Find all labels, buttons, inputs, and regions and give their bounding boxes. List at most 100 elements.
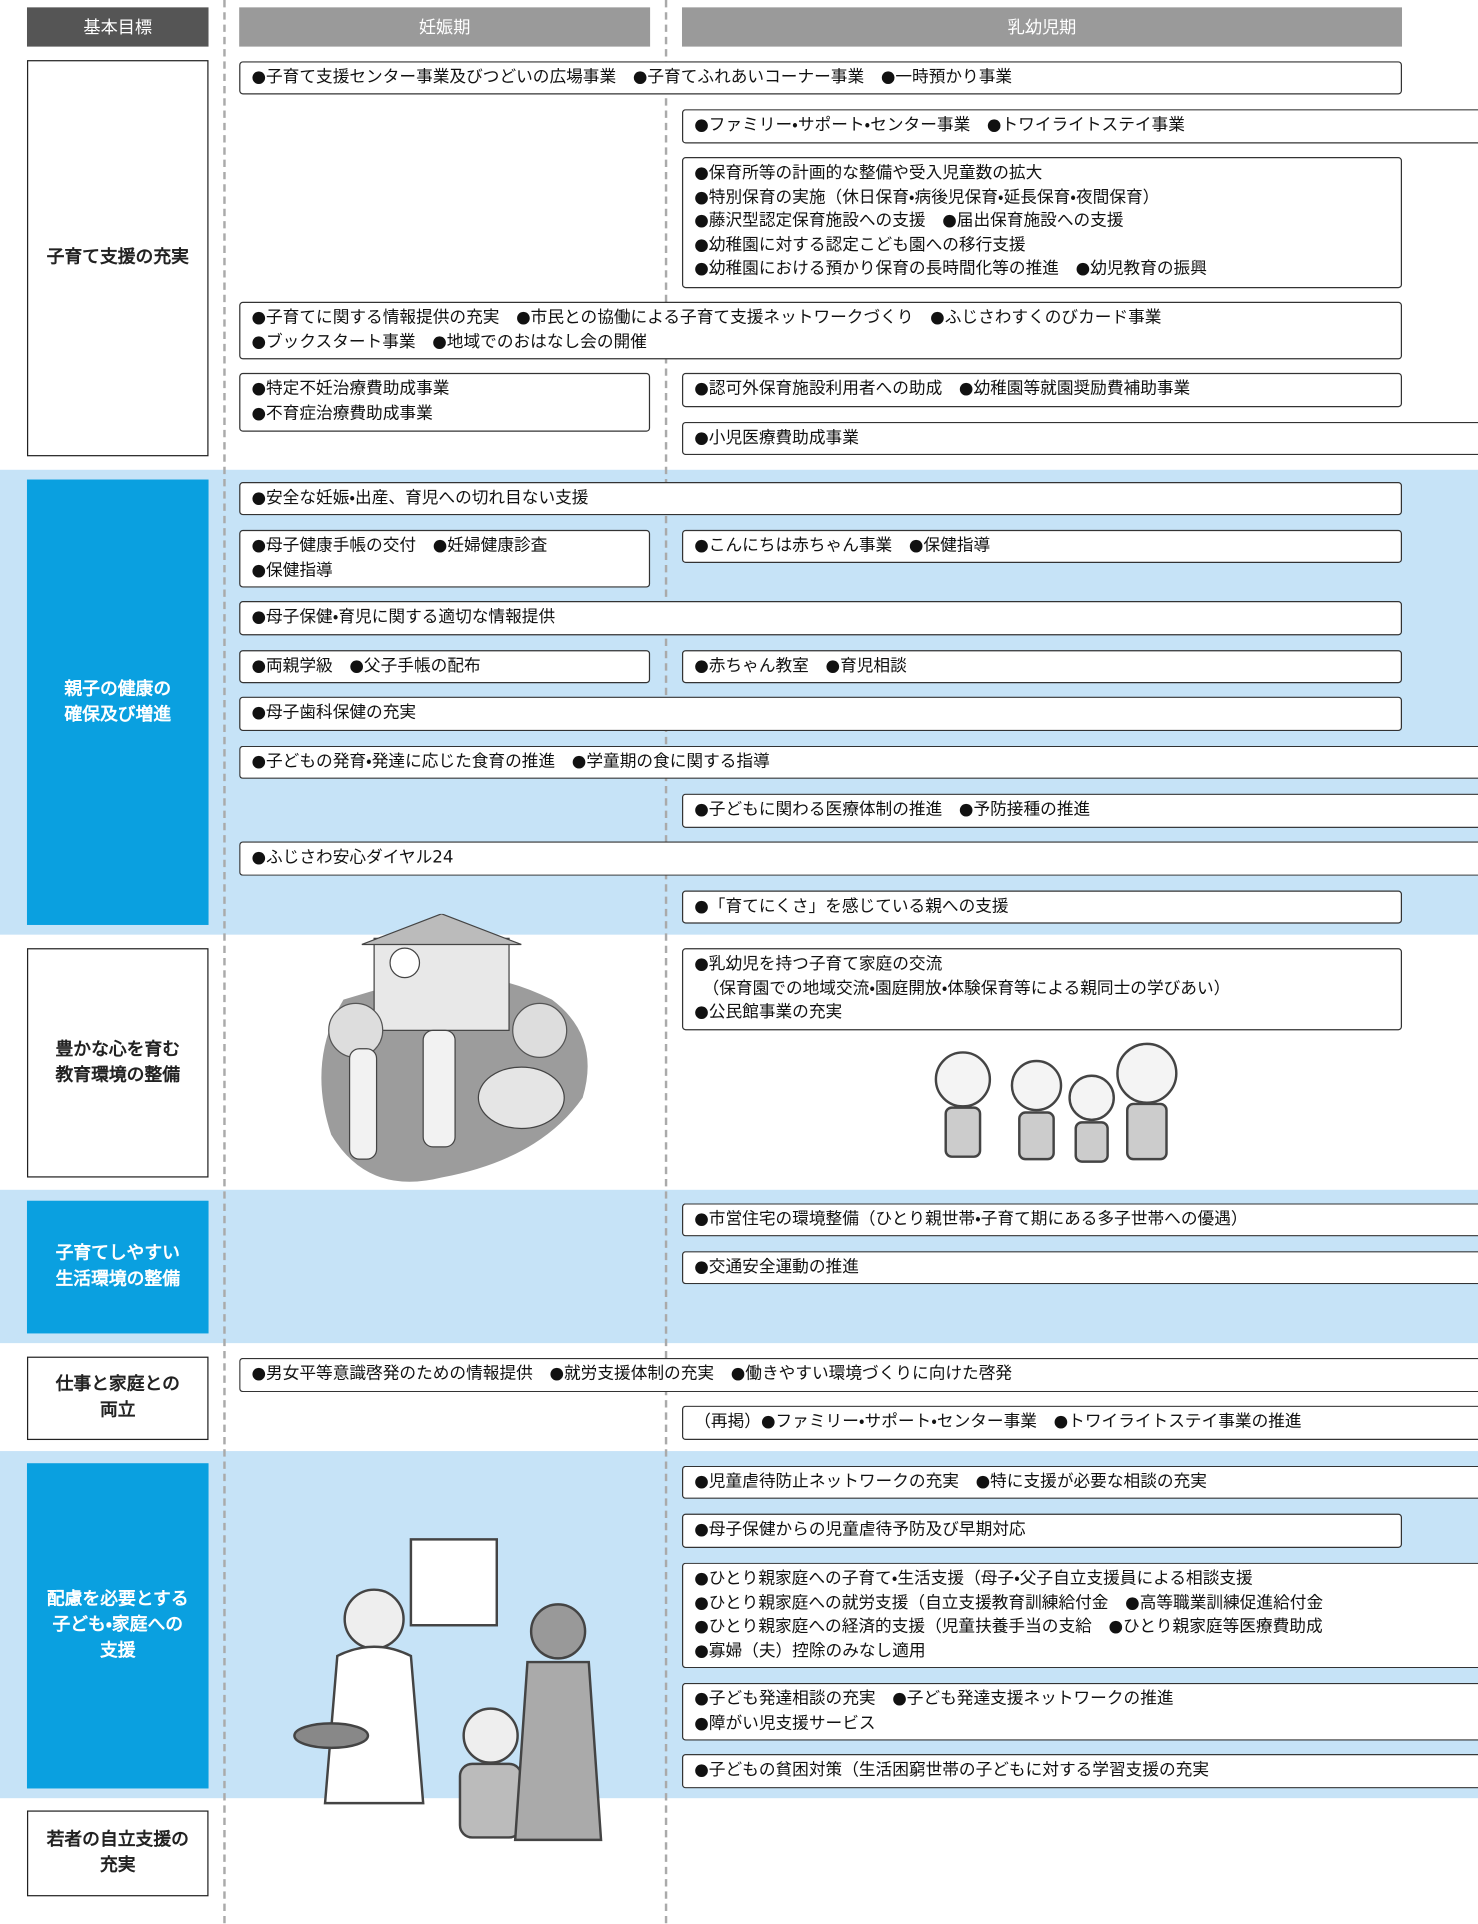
measure-text: ●母子保健・育児に関する適切な情報提供 <box>251 607 556 627</box>
measure-text: ●ひとり親家庭への就労支援（自立支援教育訓練給付金 ●高等職業訓練促進給付金 <box>694 1592 1324 1613</box>
goal-box: 親子の健康の 確保及び増進 <box>26 479 209 925</box>
measure-text: ●公民館事業の充実 <box>694 1002 843 1022</box>
measure-text: ●不育症治療費助成事業 <box>251 402 433 423</box>
goal-text: 充実 <box>99 1855 136 1876</box>
measure-text: ●子どもの発育・発達に応じた食育の推進 ●学童期の食に関する指導 <box>251 751 770 772</box>
measure-text: ●こんにちは赤ちゃん事業 ●保健指導 <box>694 536 991 556</box>
illustration-clinic <box>293 1538 603 1842</box>
measure-text: ●寡婦（夫）控除のみなし適用 <box>694 1640 926 1661</box>
goal-text: 教育環境の整備 <box>55 1065 181 1085</box>
goal-text: 支援 <box>99 1641 136 1661</box>
measure-text: ●ひとり親家庭への経済的支援（児童扶養手当の支給 ●ひとり親家庭等医療費助成 <box>694 1616 1323 1637</box>
measure-box: ●母子歯科保健の充実 <box>239 696 1403 732</box>
measure-box: ●特定不妊治療費助成事業 ●不育症治療費助成事業 <box>239 372 651 432</box>
measure-text: ●「育てにくさ」を感じている親への支援 <box>694 896 1009 917</box>
measure-text: ●子育て支援センター事業及びつどいの広場事業 ●子育てふれあいコーナー事業 ●一… <box>251 67 1013 88</box>
measure-box: ●ふじさわ安心ダイヤル24 <box>239 841 1478 876</box>
goal-text: 配慮を必要とする <box>46 1589 189 1610</box>
measure-box: ●子育て支援センター事業及びつどいの広場事業 ●子育てふれあいコーナー事業 ●一… <box>239 61 1403 95</box>
measure-box: ●母子保健からの児童虐待予防及び早期対応 <box>681 1513 1403 1548</box>
measure-text: ●交通安全運動の推進 <box>694 1257 859 1277</box>
goal-box: 子育て支援の充実 <box>26 60 209 457</box>
measure-text: ●ブックスタート事業 ●地域でのおはなし会の開催 <box>251 331 647 352</box>
measure-text: ●小児医療費助成事業 <box>694 428 859 448</box>
goal-box: 子育てしやすい 生活環境の整備 <box>26 1200 209 1334</box>
measure-text: ●市営住宅の環境整備（ひとり親世帯・子育て期にある多子世帯への優遇） <box>694 1209 1248 1230</box>
measure-text: ●赤ちゃん教室 ●育児相談 <box>694 656 907 676</box>
measure-box: ●子ども発達相談の充実 ●子ども発達支援ネットワークの推進 ●障がい児支援サービス <box>681 1682 1478 1741</box>
header-infancy: 乳幼児期 <box>681 7 1403 47</box>
measure-text: ●母子健康手帳の交付 ●妊婦健康診査 <box>251 536 548 556</box>
goal-box: 配慮を必要とする 子ども・家庭への 支援 <box>26 1463 209 1789</box>
measure-box: ●「育てにくさ」を感じている親への支援 <box>681 890 1403 924</box>
measure-box: ●児童虐待防止ネットワークの充実 ●特に支援が必要な相談の充実 <box>681 1465 1478 1499</box>
header-goal: 基本目標 <box>26 7 209 47</box>
measure-text: ●ひとり親家庭への子育て・生活支援（母子・父子自立支援員による相談支援 <box>694 1568 1253 1589</box>
goal-text: 豊かな心を育む <box>55 1039 181 1060</box>
measure-text: ●特定不妊治療費助成事業 <box>251 379 450 399</box>
measure-box: ●認可外保育施設利用者への助成 ●幼稚園等就園奨励費補助事業 <box>681 372 1403 408</box>
goal-text: 子育てしやすい <box>55 1243 180 1264</box>
measure-box: ●市営住宅の環境整備（ひとり親世帯・子育て期にある多子世帯への優遇） <box>681 1203 1478 1237</box>
goal-text: 生活環境の整備 <box>55 1269 181 1290</box>
header-pregnancy: 妊娠期 <box>239 7 651 47</box>
illustration-children <box>934 1042 1178 1163</box>
measure-text: ●男女平等意識啓発のための情報提供 ●就労支援体制の充実 ●働きやすい環境づくり… <box>251 1363 1013 1384</box>
measure-box: ●赤ちゃん教室 ●育児相談 <box>681 650 1403 684</box>
measure-box: ●子どもの貧困対策（生活困窮世帯の子どもに対する学習支援の充実 <box>681 1754 1478 1789</box>
measure-text: ●認可外保育施設利用者への助成 ●幼稚園等就園奨励費補助事業 <box>694 379 1191 399</box>
measure-text: ●両親学級 ●父子手帳の配布 <box>251 656 481 676</box>
measure-text: ●特別保育の実施（休日保育・病後児保育・延長保育・夜間保育） <box>694 187 1160 207</box>
measure-box: （再掲）●ファミリー・サポート・センター事業 ●トワイライトステイ事業の推進 <box>681 1405 1478 1441</box>
measure-text: ●保健指導 <box>251 559 333 580</box>
measure-box: ●交通安全運動の推進 <box>681 1251 1478 1285</box>
goal-text: 両立 <box>99 1400 136 1421</box>
measure-text: ●障がい児支援サービス <box>694 1712 876 1733</box>
goal-text: 親子の健康の <box>64 678 172 699</box>
measure-text: ●保育所等の計画的な整備や受入児童数の拡大 <box>694 163 1043 183</box>
measure-box: ●ファミリー・サポート・センター事業 ●トワイライトステイ事業 <box>681 109 1478 144</box>
illustration-nursery <box>321 913 588 1182</box>
measure-text: ●児童虐待防止ネットワークの充実 ●特に支援が必要な相談の充実 <box>694 1471 1207 1492</box>
measure-box: ●こんにちは赤ちゃん事業 ●保健指導 <box>681 529 1403 564</box>
measure-text: （保育園での地域交流・園庭開放・体験保育等による親同士の学びあい） <box>694 978 1231 998</box>
goal-box: 豊かな心を育む 教育環境の整備 <box>26 948 209 1178</box>
goal-text: 子ども・家庭への <box>52 1615 184 1636</box>
measure-box: ●母子保健・育児に関する適切な情報提供 <box>239 601 1403 636</box>
measure-box: ●母子健康手帳の交付 ●妊婦健康診査 ●保健指導 <box>239 529 651 588</box>
measure-box: ●安全な妊娠・出産、育児への切れ目ない支援 <box>239 482 1403 516</box>
measure-box: ●小児医療費助成事業 <box>681 421 1478 456</box>
measure-box: ●ひとり親家庭への子育て・生活支援（母子・父子自立支援員による相談支援 ●ひとり親… <box>681 1562 1478 1669</box>
goal-text: 子育て支援の充実 <box>46 247 189 268</box>
measure-box: ●両親学級 ●父子手帳の配布 <box>239 650 651 684</box>
measure-box: ●男女平等意識啓発のための情報提供 ●就労支援体制の充実 ●働きやすい環境づくり… <box>239 1357 1478 1393</box>
measure-text: ●ふじさわ安心ダイヤル24 <box>251 847 454 868</box>
goal-text: 確保及び増進 <box>64 704 172 725</box>
measure-text: （再掲）●ファミリー・サポート・センター事業 ●トワイライトステイ事業の推進 <box>694 1411 1302 1432</box>
measure-text: ●乳幼児を持つ子育て家庭の交流 <box>694 954 943 974</box>
measure-text: ●幼稚園における預かり保育の長時間化等の推進 ●幼児教育の振興 <box>694 258 1207 279</box>
measure-text: ●子どもに関わる医療体制の推進 ●予防接種の推進 <box>694 799 1091 820</box>
goal-text: 若者の自立支援の <box>46 1830 189 1850</box>
goal-text: 仕事と家庭との <box>55 1375 180 1395</box>
measure-box: ●保育所等の計画的な整備や受入児童数の拡大 ●特別保育の実施（休日保育・病後児保育… <box>681 157 1403 289</box>
measure-box: ●子どもに関わる医療体制の推進 ●予防接種の推進 <box>681 793 1478 828</box>
measure-text: ●ファミリー・サポート・センター事業 ●トワイライトステイ事業 <box>694 115 1185 135</box>
measure-text: ●母子保健からの児童虐待予防及び早期対応 <box>694 1519 1026 1540</box>
measure-text: ●藤沢型認定保育施設への支援 ●届出保育施設への支援 <box>694 210 1124 231</box>
measure-text: ●母子歯科保健の充実 <box>251 702 417 723</box>
measure-text: ●子育てに関する情報提供の充実 ●市民との協働による子育て支援ネットワークづくり… <box>251 307 1162 328</box>
measure-text: ●子どもの貧困対策（生活困窮世帯の子どもに対する学習支援の充実 <box>694 1760 1210 1780</box>
measure-text: ●幼稚園に対する認定こども園への移行支援 <box>694 234 1026 255</box>
column-divider <box>223 0 226 1924</box>
measure-box: ●子育てに関する情報提供の充実 ●市民との協働による子育て支援ネットワークづくり… <box>239 301 1403 360</box>
goal-box: 仕事と家庭との 両立 <box>26 1356 209 1441</box>
goal-box: 若者の自立支援の 充実 <box>26 1810 209 1897</box>
measure-box: ●乳幼児を持つ子育て家庭の交流 （保育園での地域交流・園庭開放・体験保育等による… <box>681 948 1403 1031</box>
column-divider <box>664 0 668 1924</box>
measure-text: ●安全な妊娠・出産、育児への切れ目ない支援 <box>251 488 589 508</box>
measure-box: ●子どもの発育・発達に応じた食育の推進 ●学童期の食に関する指導 <box>239 745 1478 779</box>
measure-text: ●子ども発達相談の充実 ●子ども発達支援ネットワークの推進 <box>694 1689 1174 1709</box>
